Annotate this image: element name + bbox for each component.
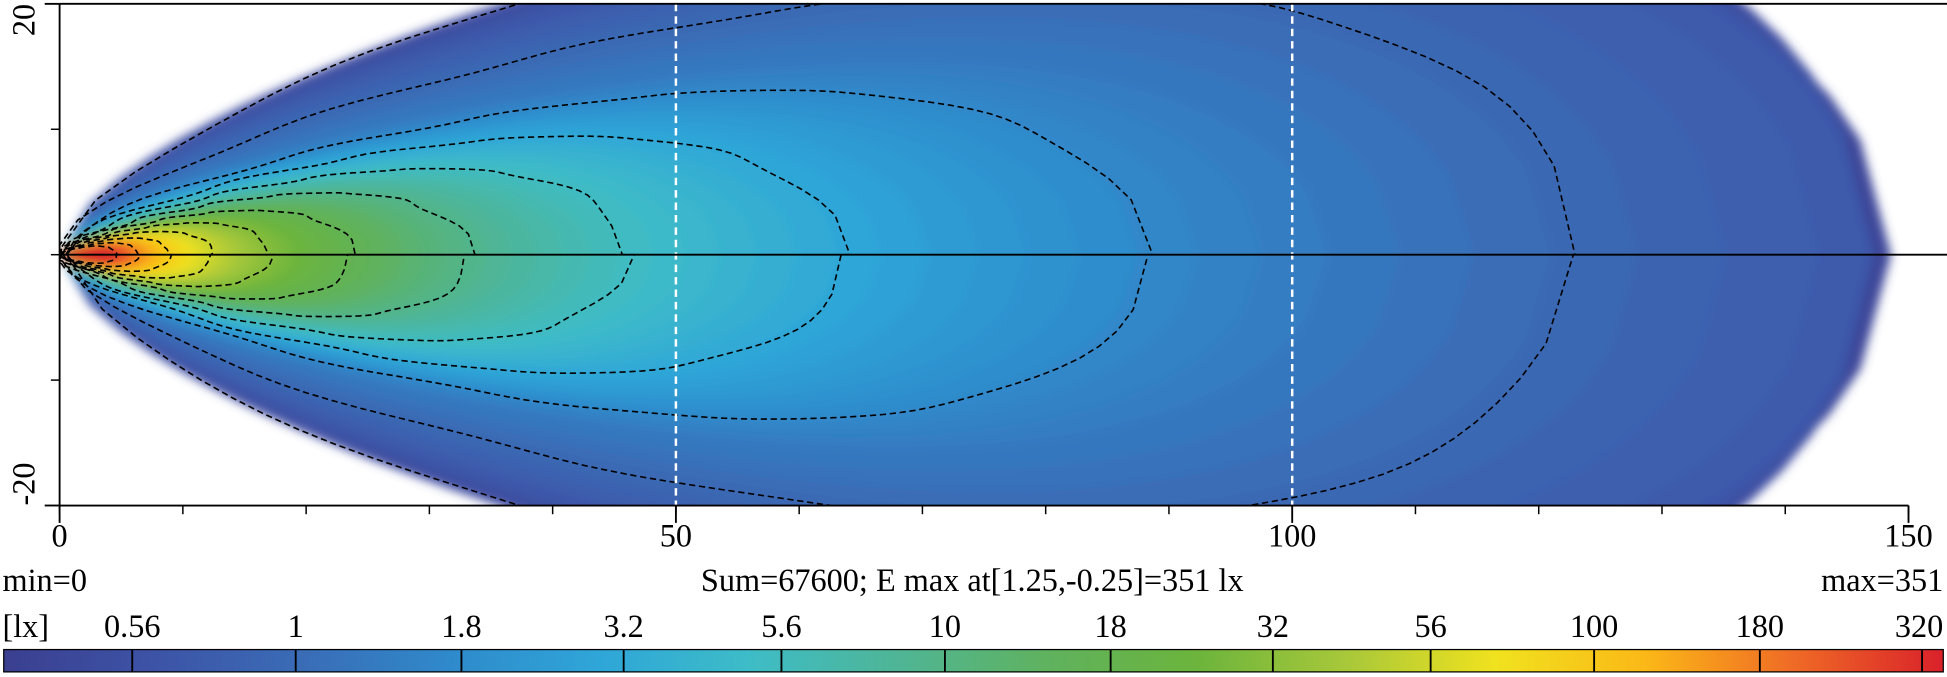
x-tick-label: 150 <box>1884 517 1932 553</box>
colorbar-tick-label: 320 <box>1895 608 1943 644</box>
colorbar-tick-label: 100 <box>1570 608 1618 644</box>
y-tick-label: 20 <box>6 4 42 36</box>
colorbar-tick-label: 56 <box>1415 608 1447 644</box>
colorbar-tick-label: 1 <box>288 608 304 644</box>
colorbar-tick-label: 5.6 <box>761 608 801 644</box>
x-tick-label: 50 <box>660 517 692 553</box>
colorbar-tick-label: 18 <box>1095 608 1127 644</box>
colorbar-tick-label: 3.2 <box>603 608 643 644</box>
min-label: min=0 <box>2 562 87 598</box>
colorbar-tick-label: 10 <box>929 608 961 644</box>
colorbar <box>3 648 1944 673</box>
max-label: max=351 <box>1821 562 1943 598</box>
x-tick-label: 100 <box>1268 517 1316 553</box>
colorbar-tick-label: 32 <box>1257 608 1289 644</box>
x-tick-label: 0 <box>52 517 68 553</box>
summary: Sum=67600; E max at[1.25,-0.25]=351 lx <box>701 562 1244 598</box>
colorbar-unit: [lx] <box>2 608 49 644</box>
colorbar-tick-label: 1.8 <box>441 608 481 644</box>
y-tick-label: -20 <box>6 462 42 505</box>
contour <box>59 135 852 374</box>
axes: 0 50 100 150 -20 20 <box>6 2 1947 553</box>
colorbar-tick-label: 0.56 <box>104 608 160 644</box>
colorbar-tick-label: 180 <box>1736 608 1784 644</box>
heatmap <box>59 3 1892 506</box>
